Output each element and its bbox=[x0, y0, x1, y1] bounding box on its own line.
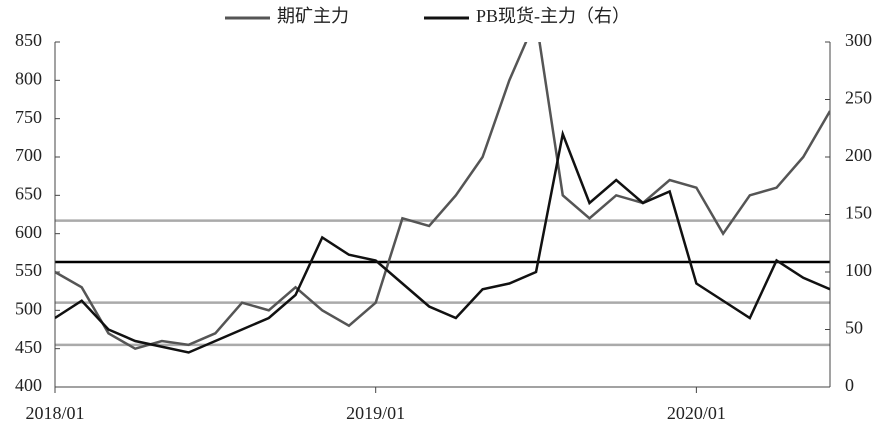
x-tick-label: 2019/01 bbox=[346, 403, 405, 423]
y-tick-label: 400 bbox=[15, 375, 42, 395]
y2-tick-label: 0 bbox=[845, 375, 854, 395]
legend-label: 期矿主力 bbox=[277, 6, 349, 26]
y-tick-label: 800 bbox=[15, 68, 42, 88]
legend-label: PB现货-主力（右） bbox=[476, 6, 630, 26]
x-tick-label: 2018/01 bbox=[25, 403, 84, 423]
y-tick-label: 700 bbox=[15, 145, 42, 165]
y2-tick-label: 150 bbox=[845, 203, 872, 223]
series-line bbox=[55, 42, 830, 351]
y-tick-label: 550 bbox=[15, 260, 42, 280]
y2-tick-label: 250 bbox=[845, 88, 872, 108]
x-tick-label: 2020/01 bbox=[667, 403, 726, 423]
y2-tick-label: 50 bbox=[845, 318, 863, 338]
y-tick-label: 850 bbox=[15, 30, 42, 50]
plot-area bbox=[55, 42, 830, 354]
y-tick-label: 500 bbox=[15, 298, 42, 318]
y-tick-label: 650 bbox=[15, 183, 42, 203]
y-tick-label: 600 bbox=[15, 222, 42, 242]
y2-tick-label: 300 bbox=[845, 30, 872, 50]
y2-tick-label: 200 bbox=[845, 145, 872, 165]
y2-tick-label: 100 bbox=[845, 260, 872, 280]
y-tick-label: 750 bbox=[15, 107, 42, 127]
series-line bbox=[55, 129, 830, 354]
y-tick-label: 450 bbox=[15, 337, 42, 357]
